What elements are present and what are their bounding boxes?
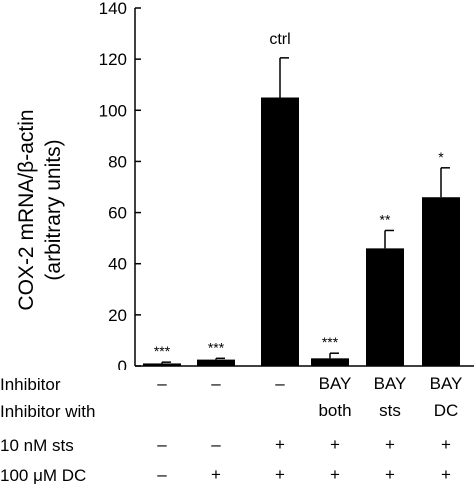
y-tick-label: 60 [108,204,127,223]
condition-cell: – [211,435,221,454]
condition-cell: sts [379,401,401,420]
y-tick-label: 140 [99,0,127,18]
bars: *** ***ctrl****** [143,31,460,366]
bar [197,359,235,366]
y-axis-label: COX-2 mRNA/β-actin [15,109,38,310]
condition-cell: + [330,435,340,454]
condition-row-label: Inhibitor [0,375,61,394]
condition-row-label: 10 nM sts [0,436,74,455]
condition-cell: + [275,465,285,484]
y-tick-label: 80 [108,152,127,171]
significance-label: ** [380,211,391,227]
bar [261,97,299,366]
condition-cell: + [211,465,221,484]
condition-cell: – [275,374,285,393]
y-tick-label: 0 [118,357,127,370]
condition-cell: – [157,435,167,454]
bar [422,197,460,366]
condition-cell: + [275,435,285,454]
bar [366,248,404,366]
condition-cell: – [157,374,167,393]
condition-cell: + [385,435,395,454]
condition-cell: + [385,465,395,484]
bar [143,363,181,366]
significance-label: * [438,149,444,165]
significance-label: *** [208,339,225,355]
condition-row-label: Inhibitor with [0,402,96,421]
condition-cell: both [318,401,352,420]
significance-label: *** [154,343,171,359]
condition-cell: BAY [373,374,407,393]
y-tick-label: 40 [108,255,127,274]
significance-label: *** [322,334,339,350]
y-tick-label: 20 [108,306,127,325]
y-axis-label-units: (arbitrary units) [42,139,65,280]
condition-cell: DC [433,401,459,420]
condition-cell: + [441,465,451,484]
condition-cell: BAY [429,374,463,393]
condition-cell: BAY [318,374,352,393]
condition-row-label: 100 μM DC [0,466,87,485]
bar [311,358,349,366]
condition-cell: + [330,465,340,484]
condition-cell: – [157,465,167,484]
condition-cell: + [441,435,451,454]
significance-label: ctrl [269,31,290,48]
y-axis: 0 20 40 60 80 100 120 140 [99,0,474,370]
condition-cell: – [211,374,221,393]
y-tick-label: 120 [99,50,127,69]
y-tick-label: 100 [99,101,127,120]
